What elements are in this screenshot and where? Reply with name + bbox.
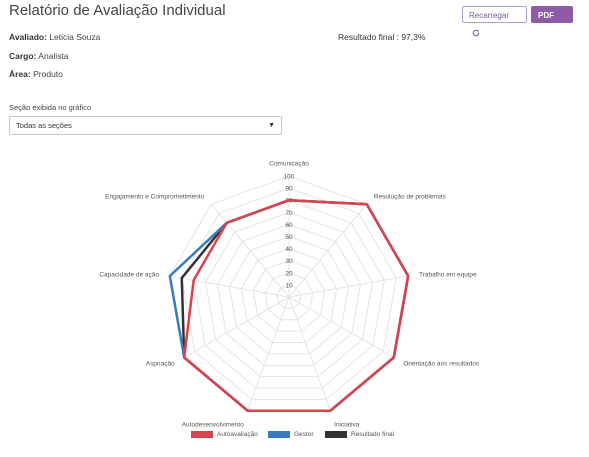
radar-category-labels: Comunicação Resolução de problemas Trabalh… — [99, 161, 480, 429]
reload-button[interactable]: Recarregar — [462, 6, 527, 37]
evaluated-value: Leticia Souza — [49, 32, 101, 42]
category-label: Comunicação — [269, 161, 309, 168]
tick-label: 10 — [285, 282, 293, 289]
tick-label: 30 — [285, 258, 293, 265]
evaluated-field: Avaliado: Leticia Souza — [9, 32, 100, 42]
grid-spoke — [288, 275, 409, 298]
tick-label: 20 — [285, 270, 293, 277]
grid-spoke — [169, 275, 290, 298]
legend-item-autoavaliacao[interactable]: Autoavaliação — [191, 431, 258, 438]
refresh-icon — [472, 29, 480, 37]
category-label: Aspiração — [146, 361, 175, 368]
tick-label: 100 — [284, 174, 295, 181]
evaluated-label: Avaliado: — [9, 32, 47, 42]
page-title: Relatório de Avaliação Individual — [9, 2, 226, 19]
tick-label: 40 — [285, 246, 293, 253]
role-value: Analista — [38, 51, 69, 61]
final-result: Resultado final : 97,3% — [338, 32, 425, 42]
category-label: Iniciativa — [334, 422, 360, 429]
pdf-button-label: PDF — [538, 11, 554, 20]
legend-swatch-autoavaliacao — [191, 431, 213, 438]
radar-series — [168, 198, 410, 412]
legend-swatch-gestor — [268, 431, 290, 438]
final-result-label: Resultado final : — [338, 32, 399, 42]
tick-label: 60 — [285, 222, 293, 229]
category-label: Trabalho em equipe — [419, 272, 477, 279]
grid-spoke — [183, 296, 290, 358]
section-select[interactable]: Todas as seções ▼ — [9, 116, 282, 135]
legend-item-gestor[interactable]: Gestor — [268, 431, 314, 438]
section-select-label: Seção exibida no gráfico — [9, 103, 92, 112]
grid-spoke — [288, 203, 368, 298]
area-field: Área: Produto — [9, 69, 63, 79]
series-autoavaliação — [182, 198, 410, 412]
area-label: Área: — [9, 69, 31, 79]
legend-item-resultado-final[interactable]: Resultado final — [325, 431, 394, 438]
grid-ring — [276, 284, 302, 309]
tick-label: 70 — [285, 210, 293, 217]
category-label: Autodesenvolvimento — [182, 422, 245, 429]
legend-label-gestor: Gestor — [294, 431, 314, 439]
grid-ring — [240, 248, 338, 343]
download-icon — [541, 28, 549, 37]
legend-swatch-resultado-final — [325, 431, 347, 438]
section-select-value: Todas as seções — [16, 121, 72, 130]
role-label: Cargo: — [9, 51, 37, 61]
grid-ring — [205, 211, 373, 378]
grid-ring — [264, 272, 314, 321]
legend-label-autoavaliacao: Autoavaliação — [217, 431, 258, 439]
grid-spoke — [288, 296, 331, 411]
caret-down-icon: ▼ — [268, 122, 275, 129]
grid-ring — [216, 223, 362, 366]
category-label: Engajamento e Comprometimento — [105, 193, 204, 200]
reload-button-label: Recarregar — [469, 11, 510, 20]
grid-spoke — [247, 296, 290, 411]
tick-label: 90 — [285, 186, 293, 193]
category-label: Orientação aos resultados — [403, 361, 480, 368]
tick-label: 50 — [285, 234, 293, 241]
pdf-download-button[interactable]: PDF — [531, 6, 573, 37]
category-label: Capacidade de ação — [99, 272, 159, 279]
final-result-value: 97,3% — [401, 32, 426, 42]
area-value: Produto — [33, 69, 63, 79]
grid-spoke — [210, 203, 290, 298]
grid-ring — [252, 260, 326, 332]
role-field: Cargo: Analista — [9, 51, 69, 61]
grid-spoke — [288, 296, 395, 358]
legend-label-resultado-final: Resultado final — [351, 431, 394, 439]
grid-ring — [228, 235, 350, 355]
category-label: Resolução de problemas — [374, 193, 447, 200]
